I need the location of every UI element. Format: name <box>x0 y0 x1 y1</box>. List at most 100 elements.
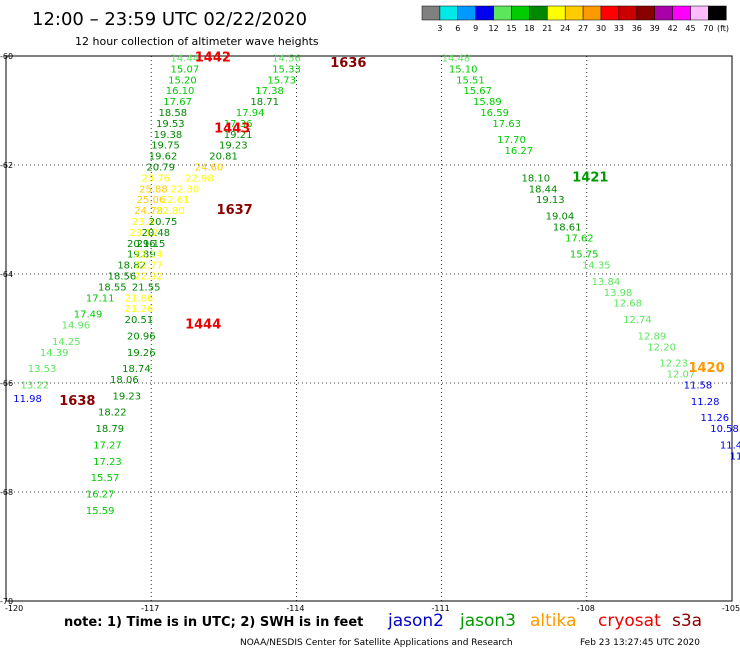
color-scale-unit: (ft) <box>717 24 729 33</box>
swh-value-label: 12.89 <box>638 331 667 342</box>
swh-value-label: 14.56 <box>272 53 301 64</box>
swh-value-label: 22.80 <box>156 206 185 217</box>
series-s3a-1636: 14.5615.3315.7317.3818.7117.9417.3619.21… <box>86 53 367 516</box>
swh-value-label: 19.53 <box>156 119 185 130</box>
swh-value-label: 15.89 <box>473 97 502 108</box>
swh-value-label: 13.84 <box>592 277 621 288</box>
swh-value-label: 25.88 <box>139 184 168 195</box>
swh-value-label: 15.51 <box>456 75 485 86</box>
series-cryosat-1443: 1443 <box>214 121 250 136</box>
color-scale-label: 3 <box>437 24 442 33</box>
grid-lines <box>6 56 732 601</box>
swh-value-label: 10.58 <box>710 424 739 435</box>
legend-entry-cryosat: cryosat <box>598 611 661 631</box>
swh-value-label: 19.38 <box>154 130 183 141</box>
swh-value-label: 16.59 <box>480 108 509 119</box>
swh-value-label: 17.94 <box>236 108 265 119</box>
pass-time-label: 1443 <box>214 121 250 136</box>
x-tick-label: -105 <box>722 604 740 613</box>
data-marks: 14.4415.0715.2016.1017.6718.5819.5319.38… <box>13 50 740 516</box>
swh-value-label: 25.06 <box>137 195 166 206</box>
color-scale-swatch <box>618 5 638 21</box>
color-scale-label: 30 <box>596 24 606 33</box>
legend-entry-jason2: jason2 <box>387 611 444 631</box>
swh-value-label: 19.26 <box>127 348 156 359</box>
swh-value-label: 17.38 <box>255 86 284 97</box>
swh-value-label: 17.62 <box>565 233 594 244</box>
y-tick-label: -66 <box>0 379 13 388</box>
x-tick-label: -117 <box>141 604 159 613</box>
swh-value-label: 22.30 <box>171 184 200 195</box>
swh-value-label: 18.71 <box>250 97 279 108</box>
series-altika-1420: 1420 <box>688 361 724 376</box>
swh-value-label: 11.4 <box>720 440 740 451</box>
swh-value-label: 14.44 <box>171 53 200 64</box>
swh-value-label: 11.98 <box>13 394 42 405</box>
color-scale-label: 42 <box>668 24 678 33</box>
swh-value-label: 16.27 <box>86 489 115 500</box>
swh-value-label: 18.22 <box>98 408 127 419</box>
swh-value-label: 19.23 <box>112 391 141 402</box>
color-scale-swatch <box>529 5 548 21</box>
swh-value-label: 17.11 <box>86 293 115 304</box>
swh-value-label: 17.49 <box>74 310 103 321</box>
pass-time-label: 1636 <box>330 56 366 71</box>
color-scale-swatch <box>457 5 476 21</box>
swh-value-label: 11.28 <box>691 397 720 408</box>
swh-value-label: 15.59 <box>86 506 115 517</box>
swh-value-label: 16.27 <box>505 146 534 157</box>
swh-value-label: 19.04 <box>546 212 575 223</box>
swh-value-label: 18.58 <box>158 108 187 119</box>
color-scale-label: 24 <box>560 24 570 33</box>
swh-value-label: 18.06 <box>110 375 139 386</box>
color-scale-swatch <box>547 5 566 21</box>
swh-value-label: 22.14 <box>134 250 163 261</box>
color-scale-swatch <box>493 5 512 21</box>
swh-value-label: 21.15 <box>137 239 166 250</box>
swh-value-label: 21.86 <box>125 293 154 304</box>
x-tick-labels: -120 -117 -114 -111 -108 -105 <box>5 604 740 613</box>
series-cryosat-1442: 14.4415.0715.2016.1017.6718.5819.5319.38… <box>13 50 231 405</box>
color-scale-label: 45 <box>685 24 695 33</box>
swh-value-label: 15.10 <box>449 64 478 75</box>
swh-value-label: 18.44 <box>529 184 558 195</box>
swh-value-label: 20.48 <box>142 228 171 239</box>
color-scale-swatch <box>421 5 441 21</box>
swh-value-label: 18.55 <box>98 282 127 293</box>
satellite-legend: jason2 jason3 altika cryosat s3a <box>387 611 702 631</box>
swh-value-label: 22.77 <box>134 261 163 272</box>
swh-value-label: 13.98 <box>604 288 633 299</box>
color-scale-swatch <box>582 5 602 21</box>
color-scale-label: 6 <box>455 24 460 33</box>
color-scale-swatch <box>511 5 530 21</box>
swh-value-label: 11 <box>730 451 740 462</box>
swh-value-label: 20.75 <box>149 217 178 228</box>
page-subtitle: 12 hour collection of altimeter wave hei… <box>75 35 319 48</box>
series-s3a-1638: 1638 <box>59 394 95 409</box>
y-tick-label: -70 <box>0 597 13 606</box>
footer-credit: NOAA/NESDIS Center for Satellite Applica… <box>240 638 513 648</box>
pass-time-label: 1637 <box>217 203 253 218</box>
page-title: 12:00 – 23:59 UTC 02/22/2020 <box>32 9 307 30</box>
swh-value-label: 22.92 <box>134 271 163 282</box>
swh-value-label: 13.53 <box>28 364 57 375</box>
swh-value-label: 14.96 <box>62 321 91 332</box>
swh-value-label: 19.21 <box>224 130 253 141</box>
swh-value-label: 20.51 <box>125 315 154 326</box>
swh-value-label: 19.89 <box>127 250 156 261</box>
swh-value-label: 15.73 <box>267 75 296 86</box>
y-tick-label: -64 <box>0 270 13 279</box>
x-tick-label: -108 <box>577 604 595 613</box>
x-tick-label: -114 <box>286 604 304 613</box>
swh-value-label: 12.23 <box>659 359 688 370</box>
swh-value-label: 24.60 <box>195 162 224 173</box>
color-scale-swatch <box>654 5 673 21</box>
color-scale-swatch <box>600 5 620 21</box>
legend-entry-altika: altika <box>530 611 577 631</box>
swh-value-label: 17.63 <box>492 119 521 130</box>
plot-area: -120 -117 -114 -111 -108 -105 -60 -62 -64 -66 -68… <box>0 50 740 613</box>
pass-time-label: 1420 <box>688 361 724 376</box>
plot-frame <box>5 55 733 602</box>
swh-value-label: 12.20 <box>647 342 676 353</box>
swh-value-label: 13.22 <box>21 380 50 391</box>
